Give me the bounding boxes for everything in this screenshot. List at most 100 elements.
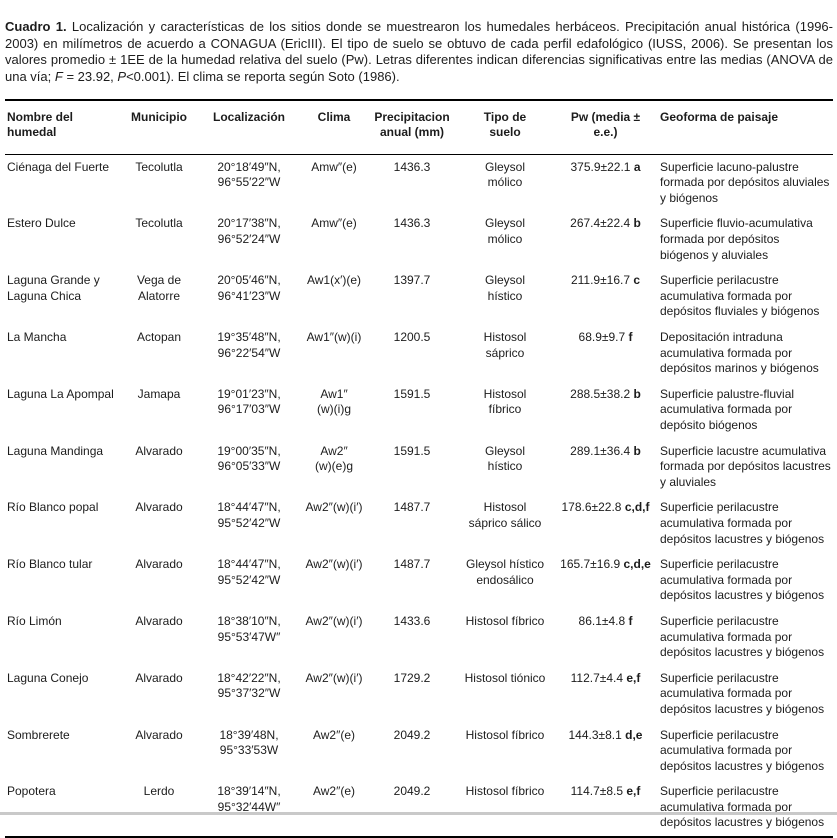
latitude: 19°00′35″N, [199, 444, 299, 460]
latitude: 19°35′48″N, [199, 330, 299, 346]
coordinates: 18°39′14″N,95°32′44W″ [197, 779, 301, 837]
latitude: 18°44′47″N, [199, 500, 299, 516]
municipality: Tecolutla [121, 154, 197, 211]
climate-line1: Aw2″(e) [303, 784, 365, 800]
pw-value: 375.9±22.1 [570, 160, 630, 174]
longitude: 96°05′33″W [199, 459, 299, 475]
coordinates: 19°01′23″N,96°17′03″W [197, 382, 301, 439]
climate-line1: Aw2″(w)(i′) [303, 500, 365, 516]
soil-line2: fíbrico [459, 402, 551, 418]
longitude: 95°33′53W [199, 743, 299, 759]
coordinates: 18°44′47″N,95°52′42″W [197, 552, 301, 609]
coordinates: 19°00′35″N,96°05′33″W [197, 439, 301, 496]
municipality: Alvarado [121, 666, 197, 723]
annual-precipitation: 1433.6 [367, 609, 457, 666]
landscape-geoform: Superficie perilacustre acumulativa form… [658, 268, 833, 325]
latitude: 18°42′22″N, [199, 671, 299, 687]
longitude: 96°17′03″W [199, 402, 299, 418]
climate: Aw1(x′)(e) [301, 268, 367, 325]
table-header: Nombre del humedal Municipio Localizació… [5, 100, 833, 155]
table-caption: Cuadro 1. Localización y características… [5, 19, 833, 86]
pw-significance-letters: e,f [626, 784, 640, 798]
soil-line1: Histosol [459, 387, 551, 403]
climate: Aw2″(w)(i′) [301, 609, 367, 666]
landscape-geoform: Superficie perilacustre acumulativa form… [658, 779, 833, 837]
landscape-geoform: Superficie perilacustre acumulativa form… [658, 495, 833, 552]
pw-mean: 112.7±4.4 e,f [553, 666, 658, 723]
climate: Aw1″(w)(i) [301, 325, 367, 382]
longitude: 96°55′22″W [199, 175, 299, 191]
soil-line1: Gleysol [459, 216, 551, 232]
municipality: Alvarado [121, 439, 197, 496]
climate-line1: Amw″(e) [303, 216, 365, 232]
soil-line1: Gleysol [459, 160, 551, 176]
table-row: Laguna Conejo Alvarado 18°42′22″N,95°37′… [5, 666, 833, 723]
coordinates: 18°38′10″N,95°53′47W″ [197, 609, 301, 666]
pw-mean: 211.9±16.7 c [553, 268, 658, 325]
municipality: Alvarado [121, 609, 197, 666]
climate-line1: Aw2″ [303, 444, 365, 460]
pw-value: 288.5±38.2 [570, 387, 630, 401]
pw-value: 86.1±4.8 [579, 614, 626, 628]
pw-mean: 68.9±9.7 f [553, 325, 658, 382]
pw-significance-letters: f [628, 330, 632, 344]
longitude: 96°22′54″W [199, 346, 299, 362]
coordinates: 18°44′47″N,95°52′42″W [197, 495, 301, 552]
table-row: Ciénaga del Fuerte Tecolutla 20°18′49″N,… [5, 154, 833, 211]
soil-line2: endosálico [459, 573, 551, 589]
wetland-name: Ciénaga del Fuerte [5, 154, 121, 211]
soil-line1: Histosol [459, 330, 551, 346]
latitude: 18°44′47″N, [199, 557, 299, 573]
climate: Amw″(e) [301, 211, 367, 268]
climate-line2: (w)(i)g [303, 402, 365, 418]
wetland-name: Río Blanco tular [5, 552, 121, 609]
coordinates: 20°17′38″N,96°52′24″W [197, 211, 301, 268]
climate-line1: Aw1″ [303, 387, 365, 403]
municipality: Tecolutla [121, 211, 197, 268]
caption-text-3: <0.001). El clima se reporta según Soto … [126, 69, 400, 84]
landscape-geoform: Superficie perilacustre acumulativa form… [658, 609, 833, 666]
wetland-name: Laguna Conejo [5, 666, 121, 723]
climate: Aw2″(w)(i′) [301, 495, 367, 552]
longitude: 95°53′47W″ [199, 630, 299, 646]
latitude: 20°05′46″N, [199, 273, 299, 289]
table-row: Río Limón Alvarado 18°38′10″N,95°53′47W″… [5, 609, 833, 666]
pw-value: 114.7±8.5 [571, 784, 623, 798]
table-row: Laguna Grande y Laguna Chica Vega de Ala… [5, 268, 833, 325]
landscape-geoform: Superficie lacustre acumulativa formada … [658, 439, 833, 496]
soil-line2: mólico [459, 175, 551, 191]
annual-precipitation: 1487.7 [367, 552, 457, 609]
table-row: Río Blanco popal Alvarado 18°44′47″N,95°… [5, 495, 833, 552]
municipality: Vega de Alatorre [121, 268, 197, 325]
latitude: 20°18′49″N, [199, 160, 299, 176]
soil-type: Histosol fíbrico [457, 723, 553, 780]
climate: Aw1″(w)(i)g [301, 382, 367, 439]
soil-line1: Gleysol hístico [459, 557, 551, 573]
pw-significance-letters: f [628, 614, 632, 628]
annual-precipitation: 1729.2 [367, 666, 457, 723]
pw-significance-letters: b [633, 444, 640, 458]
pw-significance-letters: c,d,f [625, 500, 650, 514]
soil-line1: Histosol fíbrico [459, 728, 551, 744]
climate: Amw″(e) [301, 154, 367, 211]
wetland-name: Río Limón [5, 609, 121, 666]
pw-mean: 289.1±36.4 b [553, 439, 658, 496]
wetland-name: La Mancha [5, 325, 121, 382]
table-body: Ciénaga del Fuerte Tecolutla 20°18′49″N,… [5, 154, 833, 837]
pw-significance-letters: e,f [626, 671, 640, 685]
municipality: Alvarado [121, 552, 197, 609]
soil-line2: sáprico [459, 346, 551, 362]
climate-line1: Aw1″(w)(i) [303, 330, 365, 346]
table-row: Estero Dulce Tecolutla 20°17′38″N,96°52′… [5, 211, 833, 268]
pw-value: 165.7±16.9 [560, 557, 620, 571]
latitude: 19°01′23″N, [199, 387, 299, 403]
wetland-name: Laguna Grande y Laguna Chica [5, 268, 121, 325]
pw-mean: 267.4±22.4 b [553, 211, 658, 268]
annual-precipitation: 1397.7 [367, 268, 457, 325]
col-header-wetland-name: Nombre del humedal [5, 100, 121, 155]
